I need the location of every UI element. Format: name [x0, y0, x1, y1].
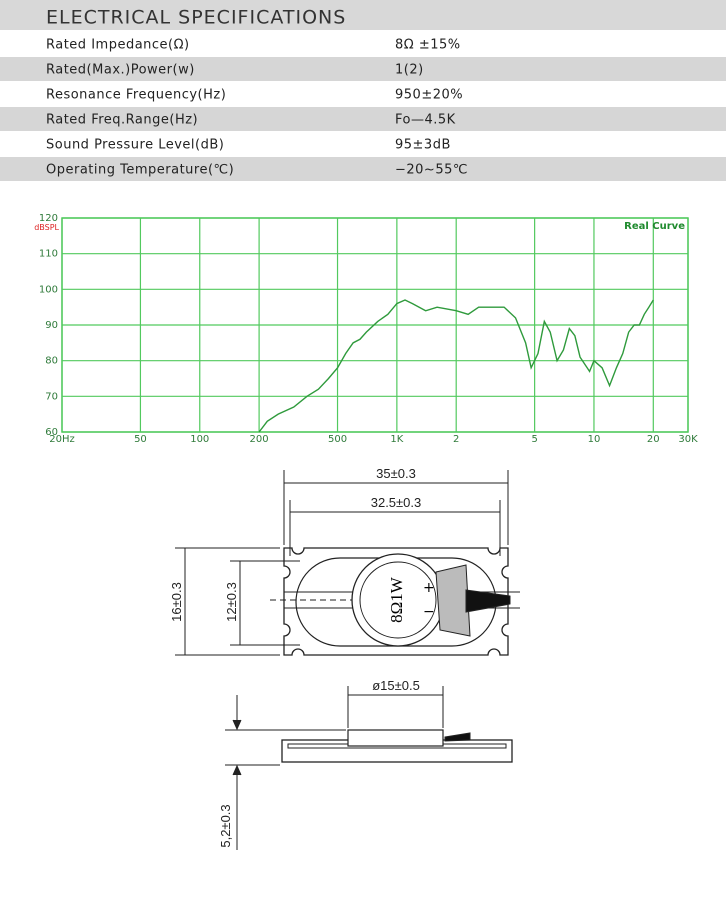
y-tick-label: 100 [39, 284, 58, 295]
spec-label: Rated Impedance(Ω) [46, 38, 190, 53]
x-tick-label: 30K [678, 434, 698, 445]
y-tick-label: 120 [39, 213, 58, 224]
spec-label: Rated(Max.)Power(w) [46, 63, 195, 78]
dimension-label: ø15±0.5 [372, 678, 420, 693]
y-tick-label: 90 [45, 320, 58, 331]
table-row [0, 107, 726, 131]
x-tick-label: 2 [453, 434, 459, 445]
frequency-chart: 60 70 80 90 100 110 120 20Hz 50 100 200 500 1K 2 5 10 20… [34, 213, 698, 445]
x-tick-label: 100 [190, 434, 209, 445]
y-axis-label: dBSPL [34, 223, 59, 232]
spec-value: 1(2) [395, 63, 424, 78]
x-tick-label: 50 [134, 434, 147, 445]
x-tick-label: 20Hz [49, 434, 75, 445]
y-tick-label: 60 [45, 427, 58, 438]
dimension-label: 16±0.3 [169, 582, 184, 622]
table-row [0, 32, 726, 56]
y-tick-label: 80 [45, 356, 58, 367]
x-tick-label: 200 [250, 434, 269, 445]
polarity-minus: − [423, 604, 435, 620]
spec-table: Rated Impedance(Ω) 8Ω ±15% Rated(Max.)Powe… [0, 32, 726, 181]
x-tick-label: 1K [390, 434, 403, 445]
marking: 8Ω1W [387, 576, 406, 623]
top-view [175, 470, 520, 656]
dimension-label: 35±0.3 [376, 466, 416, 481]
dimension-label: 32.5±0.3 [371, 495, 422, 510]
x-tick-label: 20 [647, 434, 660, 445]
side-view [225, 686, 513, 850]
header-bar [0, 0, 726, 30]
dimension-label: 5,2±0.3 [218, 804, 233, 847]
y-tick-label: 70 [45, 391, 58, 402]
spec-label: Rated Freq.Range(Hz) [46, 113, 198, 128]
spec-value: 95±3dB [395, 138, 451, 153]
spec-value: Fo—4.5K [395, 113, 456, 128]
spec-value: −20~55℃ [395, 163, 468, 178]
table-row [0, 82, 726, 106]
annotation: Real Curve [624, 221, 685, 232]
spec-value: 950±20% [395, 88, 463, 103]
spec-value: 8Ω ±15% [395, 38, 461, 53]
table-row [0, 132, 726, 156]
dimension-label: 12±0.3 [224, 582, 239, 622]
y-tick-label: 110 [39, 249, 58, 260]
header-title: ELECTRICAL SPECIFICATIONS [46, 7, 346, 29]
x-tick-label: 5 [531, 434, 537, 445]
x-tick-label: 500 [328, 434, 347, 445]
table-row [0, 57, 726, 81]
polarity-plus: + [423, 580, 435, 596]
spec-label: Operating Temperature(℃) [46, 163, 234, 178]
table-row [0, 157, 726, 181]
spec-label: Sound Pressure Level(dB) [46, 138, 224, 153]
response-curve [258, 299, 654, 433]
spec-label: Resonance Frequency(Hz) [46, 88, 226, 103]
x-tick-label: 10 [588, 434, 601, 445]
